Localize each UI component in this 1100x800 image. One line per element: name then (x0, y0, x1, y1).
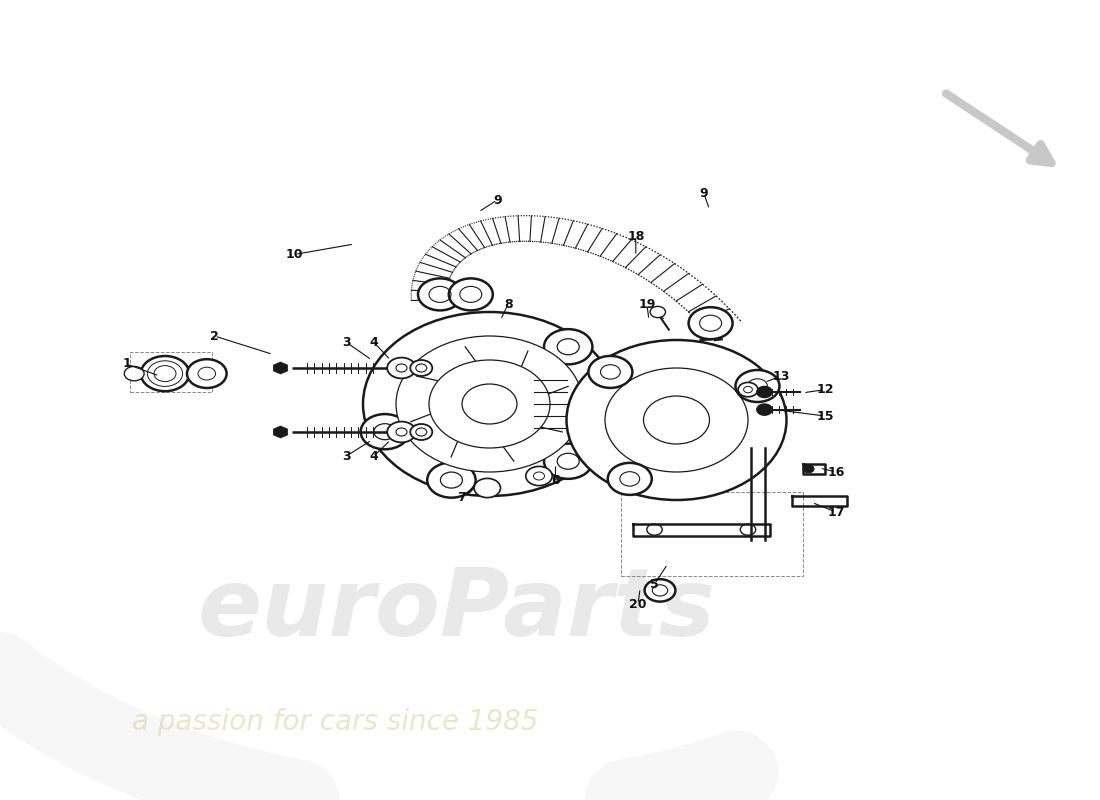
Text: 5: 5 (650, 578, 659, 590)
Text: 16: 16 (827, 466, 845, 478)
Circle shape (396, 336, 583, 472)
Text: 19: 19 (638, 298, 656, 310)
Circle shape (566, 340, 786, 500)
Bar (621, 492, 803, 576)
Circle shape (187, 359, 227, 388)
Text: 4: 4 (370, 450, 378, 462)
Circle shape (387, 358, 416, 378)
Circle shape (410, 424, 432, 440)
Text: 15: 15 (816, 410, 834, 422)
Circle shape (526, 466, 552, 486)
Circle shape (803, 465, 814, 473)
Circle shape (645, 579, 675, 602)
Circle shape (607, 463, 651, 495)
Text: a passion for cars since 1985: a passion for cars since 1985 (132, 708, 538, 736)
Text: 18: 18 (627, 230, 645, 242)
Circle shape (588, 356, 632, 388)
Text: 1: 1 (122, 358, 131, 370)
Text: euroParts: euroParts (198, 564, 716, 656)
Text: 3: 3 (342, 450, 351, 462)
Text: 3: 3 (342, 336, 351, 349)
Circle shape (544, 444, 593, 479)
Text: 4: 4 (370, 336, 378, 349)
Circle shape (736, 370, 780, 402)
Bar (130, 352, 212, 392)
Text: 2: 2 (210, 330, 219, 342)
Circle shape (650, 306, 666, 318)
Text: 6: 6 (551, 474, 560, 486)
Circle shape (689, 307, 733, 339)
Circle shape (738, 382, 758, 397)
Circle shape (141, 356, 189, 391)
Text: 12: 12 (816, 383, 834, 396)
Text: 17: 17 (827, 506, 845, 518)
Text: 9: 9 (700, 187, 708, 200)
Circle shape (361, 414, 409, 450)
Text: 9: 9 (493, 194, 502, 206)
Circle shape (387, 422, 416, 442)
Circle shape (544, 329, 593, 364)
Circle shape (474, 478, 500, 498)
Polygon shape (274, 426, 287, 438)
Text: 7: 7 (458, 491, 466, 504)
Text: 10: 10 (286, 248, 304, 261)
Circle shape (462, 384, 517, 424)
Polygon shape (274, 362, 287, 374)
Circle shape (418, 278, 462, 310)
Circle shape (605, 368, 748, 472)
Circle shape (410, 360, 432, 376)
Circle shape (757, 386, 772, 398)
Circle shape (449, 278, 493, 310)
Text: 8: 8 (504, 298, 513, 310)
Text: 13: 13 (772, 370, 790, 382)
Text: 20: 20 (629, 598, 647, 610)
Circle shape (429, 360, 550, 448)
Circle shape (124, 366, 144, 381)
Circle shape (427, 462, 475, 498)
Circle shape (363, 312, 616, 496)
Circle shape (757, 404, 772, 415)
